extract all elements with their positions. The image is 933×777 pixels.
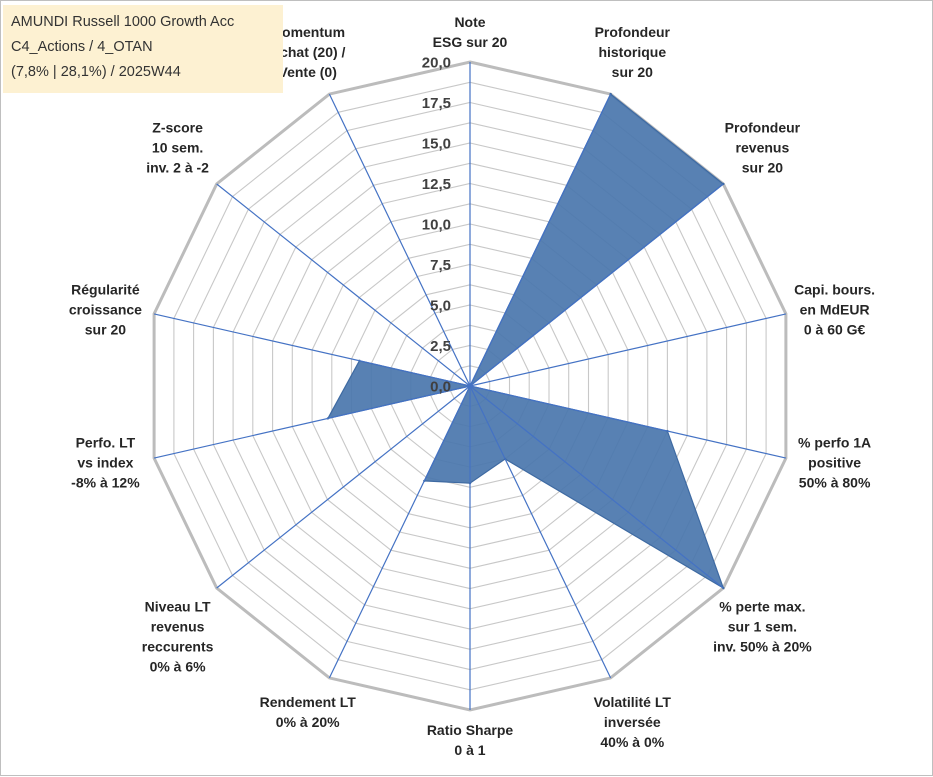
axis-spoke [469,385,787,459]
tick-label: 7,5 [430,257,451,274]
axis-label-line: % perfo 1A [798,435,871,451]
axis-label: Volatilité LT inversée 40% à 0% [594,694,672,750]
axis-spoke [216,183,471,387]
axis-label-line: 40% à 0% [600,734,664,750]
info-box: AMUNDI Russell 1000 Growth Acc C4_Action… [3,5,283,93]
axis-label-line: -8% à 12% [71,475,140,491]
axis-label-layer: Note ESG sur 20 Profondeur historique sur 20… [69,14,875,758]
axis-label-line: 0% à 20% [276,714,340,730]
axis-label-line: en MdEUR [800,302,870,318]
axis-spoke [469,385,724,589]
axis-spoke [216,385,471,589]
axis-label-line: Perfo. LT [76,435,136,451]
axis-label-line: % perte max. [719,599,805,615]
axis-label-line: Volatilité LT [594,694,672,710]
axis-label: Régularité croissance sur 20 [69,282,142,338]
axis-label-line: Capi. bours. [794,282,875,298]
tick-label: 10,0 [422,217,451,234]
axis-label-line: Profondeur [725,120,801,136]
axis-label-line: Régularité [71,282,140,298]
axis-label-line: revenus [151,619,205,635]
axis-spoke [153,385,471,459]
axis-label: Ratio Sharpe 0 à 1 [427,722,514,758]
axis-label: Profondeur historique sur 20 [595,24,671,80]
axis-label-line: sur 20 [612,64,653,80]
axis-spoke [153,313,471,387]
axis-label-line: ESG sur 20 [433,34,508,50]
axis-label: Profondeur revenus sur 20 [725,120,801,176]
axis-label-line: sur 1 sem. [728,619,797,635]
axis-label-line: positive [808,455,861,471]
axis-label-line: inv. 2 à -2 [146,160,209,176]
axis-spoke [469,93,612,387]
tick-label-layer: 0,0 2,5 5,0 7,5 10,0 12,5 15,0 17,5 20,0 [422,55,451,396]
axis-label-line: Vente (0) [279,64,337,80]
spoke-layer [153,62,787,710]
axis-label-line: 0% à 6% [150,659,207,675]
axis-label: Note ESG sur 20 [433,14,508,50]
axis-label: Perfo. LT vs index -8% à 12% [71,435,140,491]
axis-label-line: Profondeur [595,24,671,40]
axis-label: Niveau LT revenus reccurents 0% à 6% [142,599,214,675]
axis-spoke [469,183,724,387]
axis-spoke [469,385,612,679]
info-line-1: AMUNDI Russell 1000 Growth Acc [11,14,235,30]
axis-label-line: sur 20 [85,322,126,338]
info-line-2: C4_Actions / 4_OTAN [11,39,153,55]
axis-label: % perfo 1A positive 50% à 80% [798,435,871,491]
tick-label: 17,5 [422,95,451,112]
info-line-3: (7,8% | 28,1%) / 2025W44 [11,64,181,80]
tick-label: 20,0 [422,55,451,72]
axis-spoke [469,313,787,387]
axis-label-line: Note [454,14,485,30]
axis-label: Z-score 10 sem. inv. 2 à -2 [146,120,209,176]
axis-label: Rendement LT 0% à 20% [260,694,357,730]
axis-label-line: Rendement LT [260,694,357,710]
axis-label-line: 0 à 1 [454,742,485,758]
axis-label-line: Niveau LT [145,599,211,615]
axis-label-line: historique [598,44,666,60]
axis-label-line: 10 sem. [152,140,203,156]
axis-spoke [328,93,471,387]
axis-label-line: Achat (20) / [270,44,346,60]
axis-label: Capi. bours. en MdEUR 0 à 60 G€ [794,282,875,338]
axis-label-line: inversée [604,714,661,730]
axis-label-line: reccurents [142,639,214,655]
tick-label: 15,0 [422,136,451,153]
axis-label-line: Z-score [152,120,203,136]
tick-label: 2,5 [430,338,451,355]
axis-label-line: Ratio Sharpe [427,722,514,738]
axis-label-line: revenus [736,140,790,156]
axis-label-line: Momentum [270,24,345,40]
axis-label-line: vs index [77,455,133,471]
axis-label-line: inv. 50% à 20% [713,639,812,655]
axis-label-line: sur 20 [742,160,783,176]
axis-label: Momentum Achat (20) / Vente (0) [270,24,346,80]
axis-label: % perte max. sur 1 sem. inv. 50% à 20% [713,599,812,655]
tick-label: 0,0 [430,379,451,396]
axis-label-line: croissance [69,302,142,318]
axis-spoke [328,385,471,679]
tick-label: 12,5 [422,176,451,193]
axis-label-line: 50% à 80% [799,475,871,491]
tick-label: 5,0 [430,298,451,315]
axis-label-line: 0 à 60 G€ [804,322,866,338]
